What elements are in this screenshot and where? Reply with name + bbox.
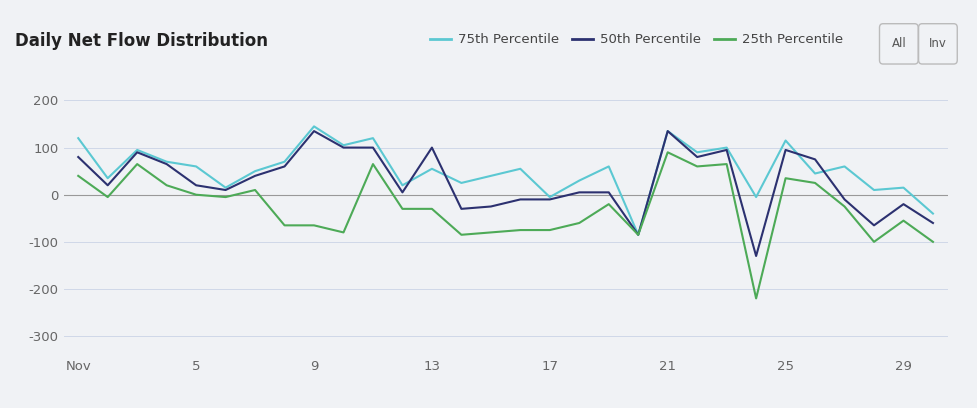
Text: All: All — [891, 38, 907, 50]
FancyBboxPatch shape — [918, 24, 957, 64]
Legend: 75th Percentile, 50th Percentile, 25th Percentile: 75th Percentile, 50th Percentile, 25th P… — [425, 28, 848, 52]
Text: Daily Net Flow Distribution: Daily Net Flow Distribution — [15, 32, 268, 51]
FancyBboxPatch shape — [879, 24, 918, 64]
Text: Inv: Inv — [929, 38, 947, 50]
